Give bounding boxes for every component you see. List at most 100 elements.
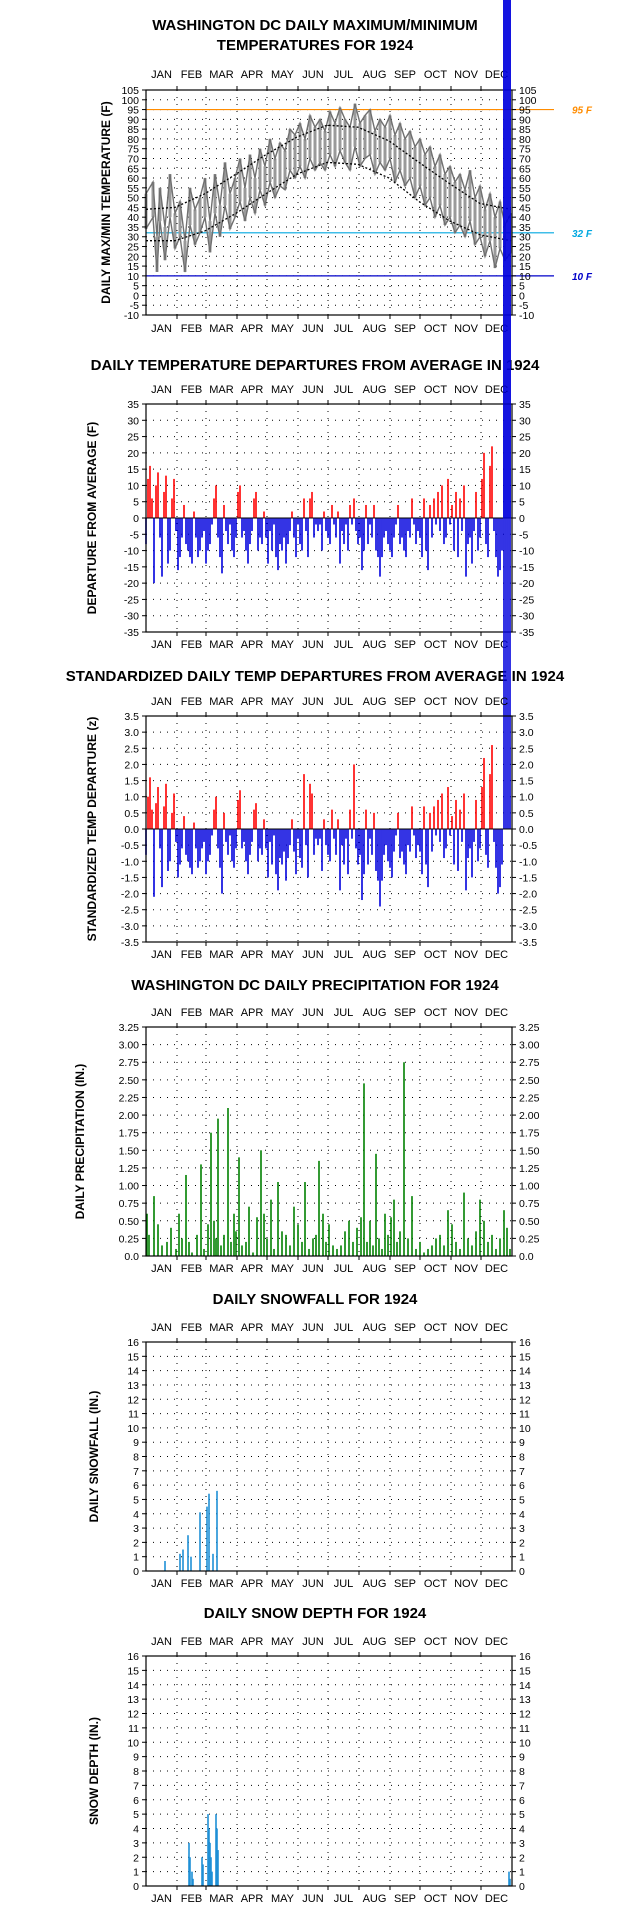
chart-title: DAILY TEMPERATURE DEPARTURES FROM AVERAG… [91, 357, 540, 374]
y-tick-label-left: 3.0 [124, 727, 139, 739]
y-tick-label-left: 50 [127, 193, 139, 205]
month-label-top: MAR [209, 384, 234, 396]
y-tick-label-right: 11 [519, 1723, 530, 1735]
y-tick-label-right: -35 [519, 627, 534, 639]
month-label-top: DEC [485, 1322, 508, 1334]
month-label-bottom: MAY [271, 639, 295, 651]
y-tick-label-right: 2.50 [519, 1075, 540, 1087]
month-label-top: OCT [424, 696, 448, 708]
y-tick-label-left: 40 [127, 212, 139, 224]
month-label-bottom: FEB [181, 1893, 202, 1905]
month-label-bottom: APR [241, 1578, 264, 1590]
y-tick-label-left: -2.5 [121, 905, 139, 917]
y-tick-label-right: 7 [519, 1780, 525, 1792]
chart-1: WASHINGTON DC DAILY MAXIMUM/MINIMUM TEMPE… [99, 17, 593, 335]
month-label-bottom: FEB [181, 1263, 202, 1275]
y-tick-label-left: 20 [127, 251, 139, 263]
month-label-top: DEC [485, 1636, 508, 1648]
y-tick-label-right: 3 [519, 1838, 525, 1850]
y-tick-label-left: 65 [127, 163, 139, 175]
month-label-bottom: SEP [394, 1893, 416, 1905]
y-tick-label-right: -2.0 [519, 889, 537, 901]
y-tick-label-right: -0.5 [519, 840, 537, 852]
y-tick-label-left: 7 [133, 1466, 139, 1478]
y-tick-label-left: -30 [124, 611, 139, 623]
month-label-top: SEP [394, 1007, 416, 1019]
y-tick-label-left: -10 [124, 310, 139, 322]
month-label-top: SEP [394, 69, 416, 81]
month-label-top: JAN [151, 69, 172, 81]
y-tick-label-left: 11 [128, 1723, 139, 1735]
y-tick-label-left: 3.00 [119, 1040, 140, 1052]
y-tick-label-right: 55 [519, 183, 531, 195]
month-label-bottom: JUL [334, 949, 354, 961]
y-tick-label-right: -1.0 [519, 856, 537, 868]
month-label-top: JAN [151, 1322, 172, 1334]
y-tick-label-right: 65 [519, 163, 531, 175]
y-tick-label-right: 3.00 [519, 1040, 540, 1052]
y-tick-label-left: 15 [127, 261, 139, 273]
y-tick-label-right: 10 [519, 1737, 531, 1749]
y-tick-label-left: 14 [127, 1680, 139, 1692]
y-tick-label-left: 30 [127, 415, 139, 427]
y-tick-label-right: 15 [519, 1351, 531, 1363]
y-tick-label-left: -5 [130, 529, 139, 541]
y-tick-label-right: -20 [519, 578, 534, 590]
y-tick-label-right: 3 [519, 1523, 525, 1535]
month-label-top: FEB [181, 696, 202, 708]
y-tick-label-left: 2.00 [119, 1110, 140, 1122]
month-label-top: APR [241, 1007, 264, 1019]
y-tick-label-right: 90 [519, 114, 531, 126]
month-label-bottom: DEC [485, 949, 508, 961]
y-tick-label-right: 13 [519, 1694, 531, 1706]
y-tick-label-left: 0.5 [124, 808, 139, 820]
y-tick-label-left: 3 [133, 1838, 139, 1850]
month-label-top: APR [241, 696, 264, 708]
month-label-bottom: JUL [334, 1578, 354, 1590]
month-label-bottom: SEP [394, 639, 416, 651]
y-tick-label-right: 50 [519, 193, 531, 205]
y-tick-label-left: 10 [127, 1423, 139, 1435]
y-tick-label-right: 12 [519, 1394, 531, 1406]
y-tick-label-right: 1.0 [519, 792, 534, 804]
month-label-top: AUG [363, 1007, 387, 1019]
y-tick-label-left: 13 [127, 1694, 139, 1706]
y-tick-label-left: 5 [133, 1494, 139, 1506]
y-axis-label: DAILY PRECIPITATION (IN.) [73, 1064, 87, 1220]
month-label-bottom: NOV [454, 949, 479, 961]
y-tick-label-left: 1.75 [119, 1128, 140, 1140]
y-tick-label-left: -0.5 [121, 840, 139, 852]
y-tick-label-left: 0.0 [124, 1251, 139, 1263]
month-label-top: MAR [209, 1007, 234, 1019]
y-tick-label-right: 14 [519, 1680, 531, 1692]
y-tick-label-right: 0 [519, 1566, 525, 1578]
month-label-top: JUL [334, 69, 354, 81]
month-label-top: MAY [271, 1322, 295, 1334]
y-tick-label-left: 9 [133, 1437, 139, 1449]
y-tick-label-right: 2.0 [519, 759, 534, 771]
y-tick-label-right: 1 [519, 1552, 525, 1564]
chart-3: STANDARDIZED DAILY TEMP DEPARTURES FROM … [66, 0, 565, 961]
y-tick-label-left: 25 [127, 242, 139, 254]
month-label-top: JAN [151, 1007, 172, 1019]
y-tick-label-right: 1.5 [519, 776, 534, 788]
chart-4: WASHINGTON DC DAILY PRECIPITATION FOR 19… [73, 977, 540, 1275]
y-tick-label-left: 14 [127, 1366, 139, 1378]
reference-label: 10 F [572, 272, 593, 283]
month-label-bottom: MAR [209, 1578, 234, 1590]
month-label-bottom: SEP [394, 949, 416, 961]
y-tick-label-right: 12 [519, 1709, 531, 1721]
month-label-bottom: MAY [271, 1578, 295, 1590]
y-axis-label: DAILY MAX/MIN TEMPERATURE (F) [99, 101, 113, 303]
month-label-top: SEP [394, 1636, 416, 1648]
month-label-bottom: MAR [209, 323, 234, 335]
month-label-top: MAY [271, 1636, 295, 1648]
y-tick-label-left: 15 [127, 464, 139, 476]
month-label-bottom: APR [241, 639, 264, 651]
month-label-top: JUL [334, 1636, 354, 1648]
y-tick-label-left: 12 [127, 1709, 139, 1721]
month-label-top: JAN [151, 1636, 172, 1648]
y-tick-label-right: 10 [519, 1423, 531, 1435]
y-tick-label-right: 45 [519, 202, 531, 214]
